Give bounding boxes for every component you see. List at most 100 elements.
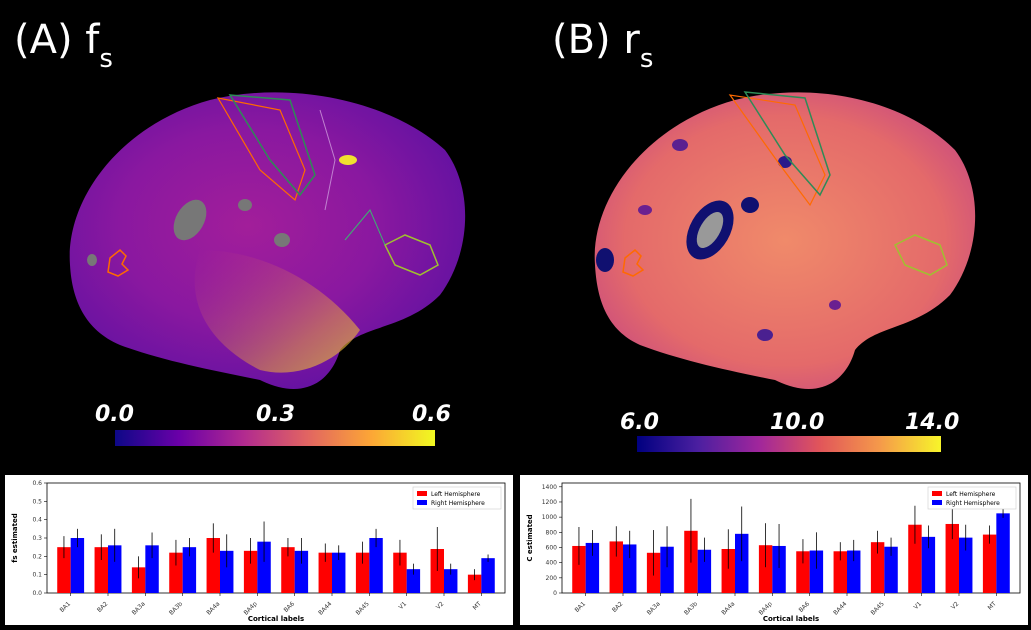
x-tick-label: V2	[950, 600, 961, 611]
bar-left	[982, 534, 997, 593]
bar-right	[332, 552, 346, 593]
bar-right	[444, 569, 458, 593]
x-tick-label: V1	[913, 600, 924, 611]
bar-left	[94, 547, 108, 593]
bar-right	[884, 546, 898, 593]
bar-left	[467, 574, 482, 593]
y-tick-label: 1000	[542, 514, 557, 521]
bar-right	[145, 545, 159, 593]
legend-label: Left Hemisphere	[431, 491, 481, 498]
x-tick-label: MT	[472, 600, 483, 611]
y-tick-label: 0.2	[32, 553, 42, 560]
legend-box	[412, 486, 502, 510]
bar-right	[660, 546, 674, 593]
colorbar-fs	[115, 430, 435, 446]
bar-right	[996, 513, 1010, 593]
x-tick-label: BA44	[317, 600, 333, 616]
bar-left	[796, 551, 810, 593]
panel-b-label: (B) rs	[552, 20, 653, 72]
legend-label: Right Hemisphere	[946, 500, 1000, 507]
legend-swatch	[932, 500, 942, 505]
y-tick-label: 0.0	[32, 590, 42, 597]
bar-left	[169, 552, 183, 593]
bar-left	[318, 552, 332, 593]
bar-left	[243, 550, 258, 593]
bar-left	[206, 538, 220, 593]
x-tick-label: V1	[398, 600, 409, 611]
y-axis-label: fs estimated	[11, 513, 19, 562]
legend-swatch	[417, 491, 427, 496]
y-axis-label: C estimated	[526, 514, 534, 561]
y-tick-label: 0.4	[32, 517, 42, 524]
y-tick-label: 0	[553, 590, 557, 597]
bar-left	[945, 523, 959, 593]
brain-surface-fs	[69, 92, 466, 389]
bar-left	[870, 542, 885, 593]
cbar-a-max: 0.6	[412, 402, 451, 427]
y-tick-label: 1200	[542, 499, 557, 506]
legend-box	[927, 486, 1017, 510]
bar-right	[369, 538, 383, 593]
bar-right	[735, 533, 749, 593]
y-tick-label: 800	[546, 529, 558, 536]
y-tick-label: 1400	[542, 484, 557, 491]
colorbar-rs	[637, 436, 941, 452]
x-tick-label: BA3b	[683, 600, 699, 616]
bar-left	[758, 545, 773, 593]
bar-left	[281, 547, 295, 593]
cbar-b-mid: 10.0	[770, 410, 825, 435]
x-tick-label: MT	[987, 600, 998, 611]
cbar-b-min: 6.0	[620, 410, 659, 435]
bar-left	[609, 541, 623, 593]
panel-a-symbol: f	[85, 17, 100, 63]
bar-right	[257, 541, 271, 593]
panel-a-label: (A) fs	[14, 20, 113, 72]
bar-right	[921, 536, 936, 593]
bar-right	[809, 550, 824, 593]
bar-right	[585, 542, 600, 593]
x-tick-label: V2	[435, 600, 446, 611]
x-tick-label: BA1	[59, 600, 73, 614]
panel-b-subscript: s	[639, 44, 654, 74]
legend-swatch	[417, 500, 427, 505]
x-tick-label: BA44	[832, 600, 848, 616]
bar-right	[294, 550, 309, 593]
panel-b-symbol: r	[623, 17, 640, 63]
bar-right	[772, 545, 786, 593]
bar-left	[393, 552, 407, 593]
bar-right	[406, 569, 421, 593]
y-tick-label: 0.1	[32, 572, 42, 579]
bar-right	[481, 558, 495, 593]
bar-right	[623, 544, 637, 593]
bar-right	[959, 537, 973, 593]
x-tick-label: BA45	[870, 600, 886, 616]
y-tick-label: 0.6	[32, 480, 42, 487]
x-tick-label: BA6	[798, 600, 812, 614]
bar-left	[833, 551, 847, 593]
bar-right	[70, 538, 85, 593]
bar-right	[697, 549, 712, 593]
bar-right	[182, 547, 197, 593]
legend-label: Left Hemisphere	[946, 491, 996, 498]
c-bar-chart: 0 200 400 600 800 1000 1200 1400 C estimated Cort…	[520, 475, 1028, 625]
y-tick-label: 400	[546, 560, 558, 567]
x-tick-label: BA3b	[168, 600, 184, 616]
plot-frame	[561, 482, 1021, 594]
bar-left	[572, 545, 586, 593]
x-axis-label: Cortical labels	[248, 615, 304, 623]
cbar-a-mid: 0.3	[256, 402, 295, 427]
x-tick-label: BA1	[574, 600, 588, 614]
y-tick-label: 0.5	[32, 498, 42, 505]
brain-surface-rs	[594, 91, 976, 389]
bar-left	[131, 567, 146, 593]
bar-left	[355, 552, 370, 593]
y-tick-label: 600	[546, 544, 558, 551]
x-tick-label: BA2	[96, 600, 110, 614]
y-tick-label: 200	[546, 575, 558, 582]
legend-label: Right Hemisphere	[431, 500, 485, 507]
x-tick-label: BA6	[283, 600, 297, 614]
x-axis-label: Cortical labels	[763, 615, 819, 623]
bar-left	[57, 547, 71, 593]
panel-a-subscript: s	[99, 44, 113, 74]
x-tick-label: BA3a	[131, 600, 147, 616]
